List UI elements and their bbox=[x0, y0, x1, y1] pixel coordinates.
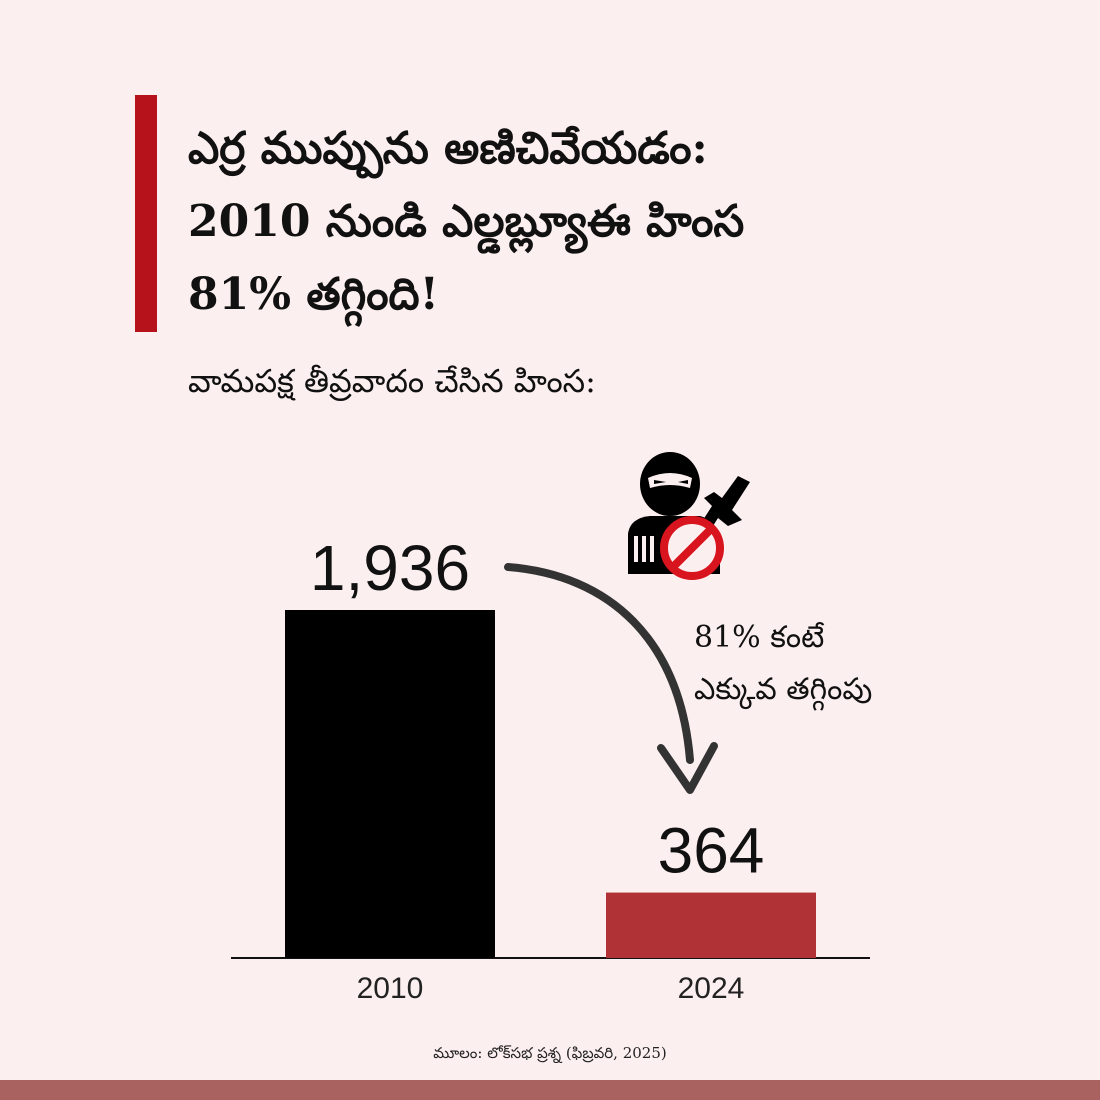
x-tick-label-2010: 2010 bbox=[357, 972, 424, 1005]
value-label-2024: 364 bbox=[658, 815, 765, 887]
bar-2024 bbox=[606, 892, 816, 958]
value-label-2010: 1,936 bbox=[310, 532, 470, 604]
bottom-band bbox=[0, 1080, 1100, 1100]
title-line-2: 2010 నుండి ఎల్డబ్ల్యూఈ హింస bbox=[188, 196, 745, 247]
annotation-line-2: ఎక్కువ తగ్గింపు bbox=[694, 672, 873, 707]
x-tick-label-2024: 2024 bbox=[678, 972, 745, 1005]
source-note: మూలం: లోక్‌సభ ప్రశ్న (ఫిబ్రవరి, 2025) bbox=[433, 1044, 667, 1062]
bar-2010 bbox=[285, 610, 495, 958]
reduction-annotation: 81% కంటే ఎక్కువ తగ్గింపు bbox=[694, 612, 872, 716]
title-accent-bar bbox=[135, 95, 157, 332]
militant-prohibited-icon bbox=[620, 448, 770, 588]
decrease-arrow-head bbox=[657, 742, 718, 794]
page-title: ఎర్ర ముప్పును అణిచివేయడం: 2010 నుండి ఎల్… bbox=[188, 112, 1048, 331]
annotation-line-1: 81% కంటే bbox=[694, 620, 825, 655]
title-line-3: 81% తగ్గింది! bbox=[188, 269, 439, 320]
decrease-arrow bbox=[504, 563, 694, 764]
title-line-1: ఎర్ర ముప్పును అణిచివేయడం: bbox=[188, 123, 708, 174]
chart-subtitle: వామపక్ష తీవ్రవాదం చేసిన హింస: bbox=[188, 362, 596, 400]
